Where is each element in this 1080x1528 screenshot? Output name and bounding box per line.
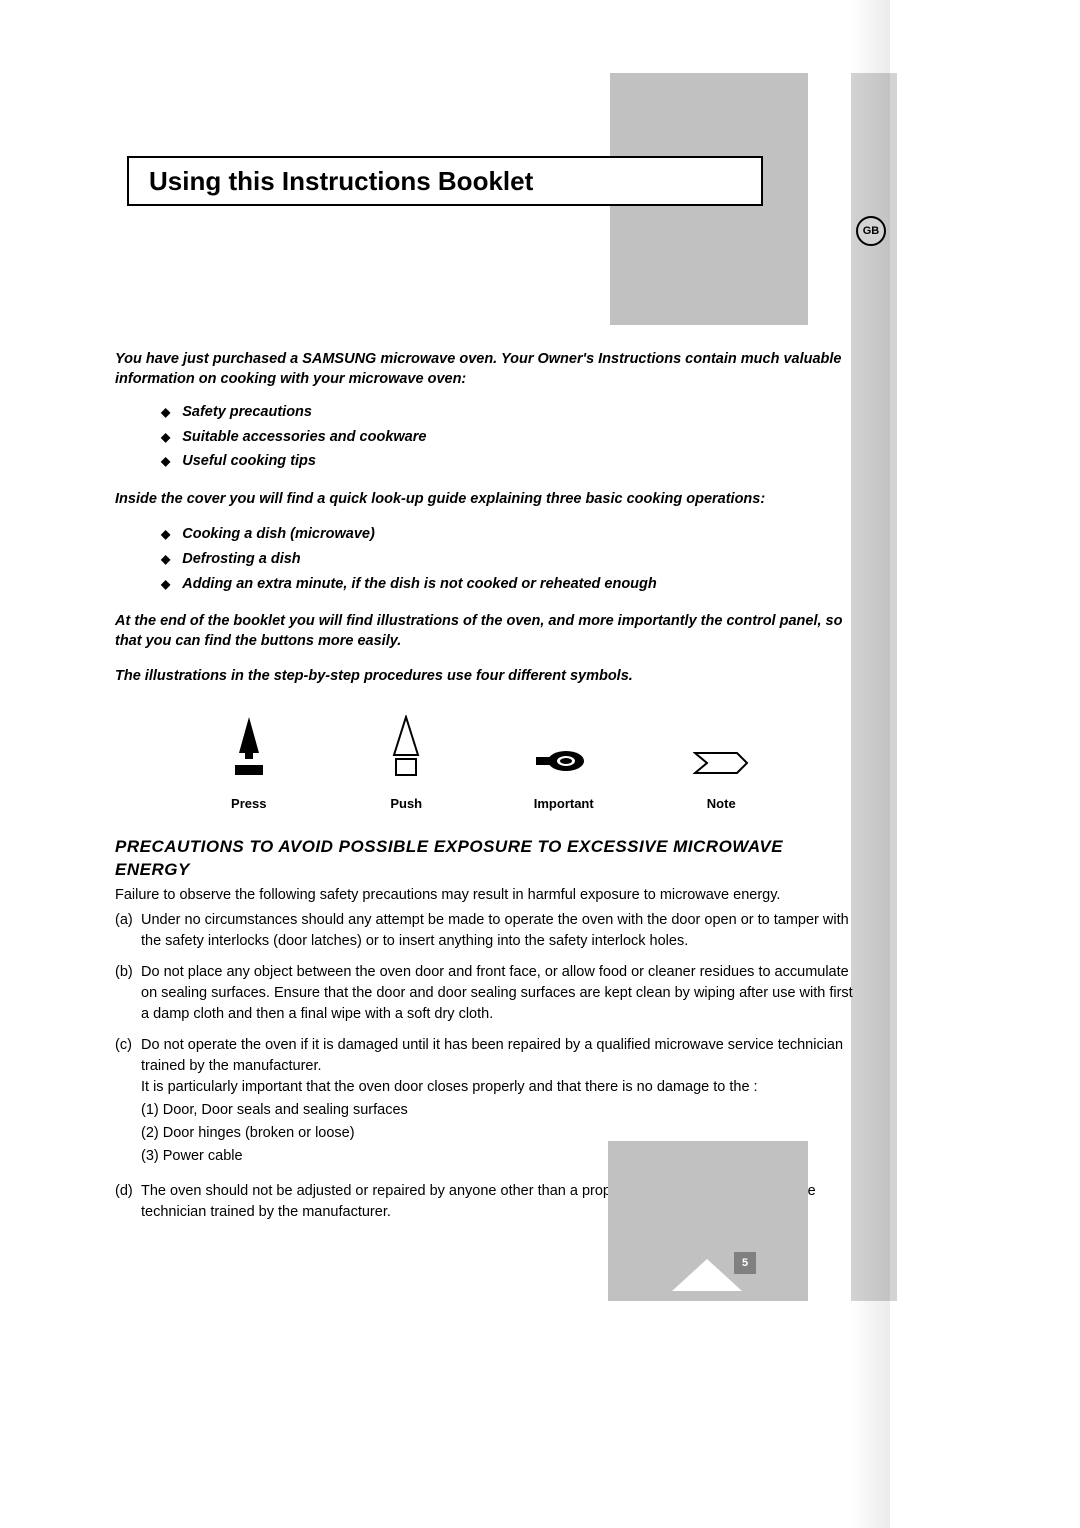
precaution-c-main: Do not operate the oven if it is damaged… [141,1037,843,1074]
language-badge: GB [856,216,886,246]
precautions-heading: PRECAUTIONS TO AVOID POSSIBLE EXPOSURE T… [115,836,855,882]
paragraph: At the end of the booklet you will find … [115,612,855,651]
bullet-item: Useful cooking tips [161,452,855,472]
bullet-item: Defrosting a dish [161,550,855,570]
symbol-note: Note [646,713,796,813]
symbol-press: Press [174,713,324,813]
paragraph: Inside the cover you will find a quick l… [115,490,855,510]
bullet-item: Adding an extra minute, if the dish is n… [161,575,855,595]
symbols-row: Press Push Important [170,713,800,813]
precaution-b: (b) Do not place any object between the … [115,962,855,1025]
bullet-list-1: Safety precautions Suitable accessories … [161,403,855,472]
symbol-label: Note [646,795,796,813]
symbol-important: Important [489,713,639,813]
bullet-item: Safety precautions [161,403,855,423]
bullet-item: Suitable accessories and cookware [161,428,855,448]
intro-paragraph: You have just purchased a SAMSUNG microw… [115,350,855,389]
paragraph: The illustrations in the step-by-step pr… [115,667,855,687]
important-icon [489,713,639,777]
precaution-a: (a) Under no circumstances should any at… [115,910,855,952]
symbol-label: Push [331,795,481,813]
corner-triangle-icon [672,1259,742,1296]
precautions-lead: Failure to observe the following safety … [115,886,855,906]
bullet-list-2: Cooking a dish (microwave) Defrosting a … [161,525,855,594]
push-icon [331,713,481,777]
precaution-c-sub: It is particularly important that the ov… [141,1079,758,1095]
symbol-push: Push [331,713,481,813]
symbol-label: Important [489,795,639,813]
page-content: You have just purchased a SAMSUNG microw… [115,350,855,1233]
page-title: Using this Instructions Booklet [127,156,763,206]
symbol-label: Press [174,795,324,813]
bullet-item: Cooking a dish (microwave) [161,525,855,545]
note-icon [646,713,796,777]
press-icon [174,713,324,777]
precaution-c1: (1) Door, Door seals and sealing surface… [141,1100,855,1121]
